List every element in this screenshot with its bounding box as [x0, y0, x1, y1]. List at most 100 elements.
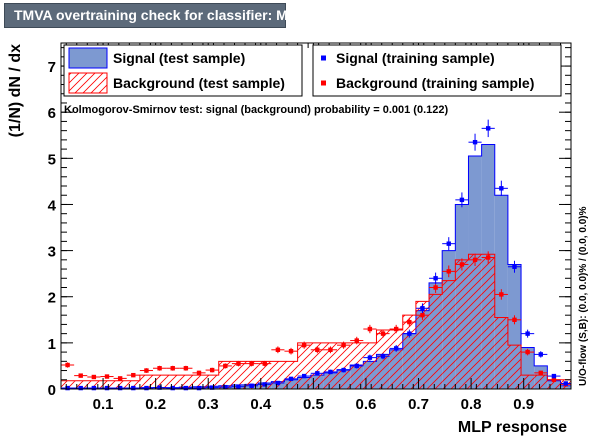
signal-training-point-marker [407, 331, 412, 336]
background-training-point-marker [407, 319, 412, 325]
background-training-point-marker [183, 366, 189, 371]
background-training-point-marker [512, 317, 517, 322]
signal-training-point [468, 133, 482, 151]
legend-marker [321, 80, 326, 86]
background-training-point [179, 365, 193, 371]
background-training-point-marker [420, 312, 425, 318]
signal-training-point-marker [367, 355, 373, 360]
background-test-bar [323, 342, 338, 389]
x-tick-label: 0.4 [250, 396, 272, 413]
background-test-bar [113, 380, 127, 389]
signal-training-point-marker [512, 264, 517, 269]
title-banner: TMVA overtraining check for classifier: … [4, 3, 306, 28]
background-test-bar [376, 329, 390, 389]
background-test-bar [126, 380, 140, 389]
background-test-bar [415, 301, 430, 389]
background-test-bar [218, 361, 232, 389]
background-training-point [61, 362, 75, 368]
signal-training-point-marker [446, 241, 451, 246]
background-test-bar [429, 294, 443, 389]
background-test-bar [258, 361, 272, 389]
background-test-outline [60, 253, 572, 390]
signal-training-point-marker [157, 385, 162, 390]
background-training-point [74, 373, 88, 378]
signal-training-point-marker [420, 306, 425, 311]
background-training-point [126, 372, 140, 378]
background-training-point [402, 317, 416, 327]
signal-training-point [389, 344, 403, 352]
background-training-point [481, 251, 495, 264]
background-test-bar [389, 329, 403, 389]
background-training-point [166, 365, 180, 371]
signal-training-point-marker [538, 352, 543, 357]
legend-swatch-background-test [68, 72, 108, 94]
background-training-point-marker [170, 366, 175, 371]
background-training-point [389, 324, 403, 334]
background-training-point-marker [433, 285, 438, 290]
y-tick-label: 3 [48, 244, 56, 261]
ks-test-annotation: Kolmogorov-Smirnov test: signal (backgro… [64, 104, 448, 116]
background-test-bar [297, 342, 311, 389]
background-training-point-marker [393, 326, 399, 332]
signal-training-point [218, 384, 232, 390]
signal-training-point-marker [380, 354, 386, 359]
y-tick-label: 7 [48, 59, 56, 76]
background-training-point [442, 265, 456, 278]
background-training-point [271, 346, 285, 354]
signal-training-point-marker [131, 385, 136, 391]
background-training-point-marker [354, 338, 359, 343]
background-test-bar [455, 259, 469, 389]
background-training-point-marker [104, 374, 110, 379]
background-training-point [284, 347, 298, 355]
signal-training-point-marker [563, 381, 568, 386]
background-training-point-marker [472, 257, 478, 263]
signal-training-point-marker [78, 385, 83, 391]
background-training-point-marker [275, 347, 281, 352]
x-tick-label: 0.2 [145, 396, 166, 413]
background-training-point [192, 370, 206, 376]
background-training-point [205, 367, 219, 373]
signal-training-point [376, 353, 390, 360]
background-test-bar [481, 254, 495, 389]
overflow-label: U/O-flow (S,B): (0.0, 0.0)% / (0.0, 0.0)… [578, 206, 589, 386]
background-test-bar [271, 361, 285, 389]
background-training-point-marker [262, 361, 267, 366]
background-training-point-marker [301, 342, 307, 348]
background-training-point [323, 346, 338, 354]
background-training-point-marker [223, 363, 228, 369]
signal-training-point-marker [144, 385, 149, 391]
background-test-bar [245, 361, 259, 389]
signal-training-point-marker [117, 385, 123, 391]
signal-training-point-marker [551, 373, 557, 379]
signal-training-point [323, 369, 338, 375]
background-training-point-marker [131, 372, 136, 378]
signal-training-point [481, 119, 495, 138]
background-test-bar [87, 380, 101, 389]
signal-training-point [402, 329, 416, 338]
background-training-point-marker [538, 370, 543, 376]
background-training-point-marker [209, 367, 215, 373]
background-test-bar [100, 380, 114, 389]
background-training-point-marker [485, 255, 491, 260]
background-training-point-marker [196, 370, 202, 376]
y-axis-label: (1/N) dN / dx [7, 44, 24, 137]
signal-training-point [337, 367, 351, 373]
background-test-bar [547, 379, 561, 389]
background-test-bar [521, 375, 535, 389]
background-training-point-marker [144, 368, 149, 373]
background-training-point-marker [328, 347, 333, 352]
signal-training-point-marker [315, 371, 320, 376]
legend-label: Signal (test sample) [113, 50, 245, 66]
background-training-point [100, 374, 114, 379]
legend-label: Signal (training sample) [336, 50, 495, 66]
background-training-point-marker [459, 262, 465, 267]
signal-training-point-marker [170, 385, 175, 391]
x-tick-label: 0.1 [93, 396, 114, 413]
background-test-bar [363, 342, 377, 389]
signal-training-point-marker [196, 385, 202, 391]
y-tick-label: 4 [48, 197, 57, 214]
background-test-bar [205, 375, 219, 389]
signal-training-point-marker [472, 139, 478, 145]
legend-label: Background (test sample) [113, 75, 285, 91]
